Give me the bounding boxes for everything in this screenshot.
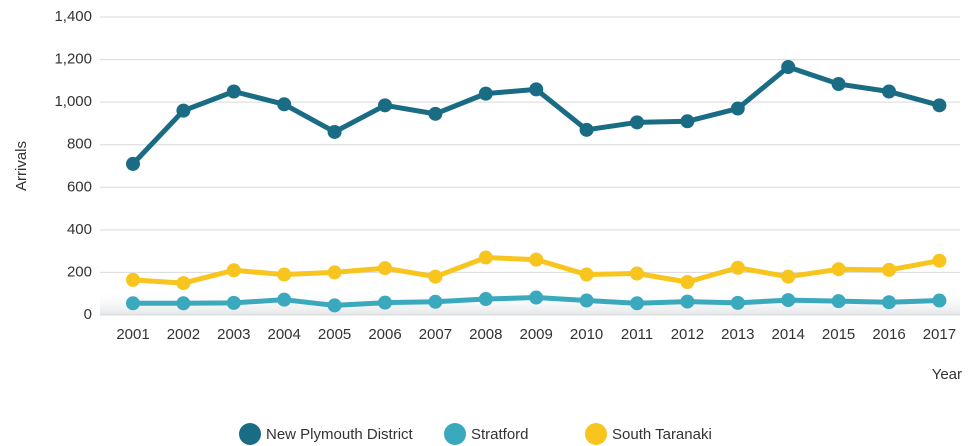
data-point — [529, 290, 544, 305]
data-point — [579, 293, 594, 308]
data-point — [126, 156, 140, 171]
x-tick-label: 2010 — [570, 326, 603, 343]
data-point — [680, 114, 695, 129]
series-line — [131, 64, 941, 166]
data-point — [579, 122, 594, 137]
x-tick-label: 2013 — [721, 326, 754, 343]
legend-label: South Taranaki — [612, 426, 712, 443]
y-tick-label: 800 — [67, 136, 92, 153]
data-point — [882, 262, 896, 277]
legend-swatch — [239, 423, 261, 445]
y-axis-label: Arrivals — [13, 141, 30, 191]
data-point — [478, 292, 493, 307]
x-tick-label: 2002 — [167, 326, 200, 343]
legend-swatch — [585, 423, 607, 445]
data-point — [932, 293, 947, 308]
data-point — [831, 262, 846, 277]
x-tick-label: 2005 — [318, 326, 351, 343]
data-point — [378, 295, 392, 310]
data-point — [781, 60, 796, 75]
data-point — [226, 263, 241, 278]
data-point — [630, 115, 644, 130]
data-point — [831, 77, 846, 92]
data-point — [428, 294, 443, 309]
data-point — [831, 294, 846, 309]
y-tick-label: 1,000 — [54, 93, 92, 110]
data-point — [882, 295, 896, 310]
data-point — [680, 294, 695, 309]
data-point — [226, 84, 241, 99]
data-point — [932, 98, 947, 113]
x-tick-label: 2015 — [822, 326, 855, 343]
x-tick-label: 2016 — [872, 326, 905, 343]
x-tick-label: 2012 — [671, 326, 704, 343]
data-point — [478, 250, 493, 265]
data-point — [680, 275, 695, 290]
data-point — [529, 82, 544, 97]
data-point — [226, 295, 241, 310]
data-point — [378, 98, 392, 113]
data-point — [781, 293, 796, 308]
x-tick-label: 2004 — [268, 326, 301, 343]
data-point — [781, 269, 796, 284]
legend-label: New Plymouth District — [266, 426, 414, 443]
y-tick-label: 200 — [67, 263, 92, 280]
data-point — [277, 292, 292, 307]
y-tick-label: 1,400 — [54, 8, 92, 25]
x-tick-label: 2006 — [368, 326, 401, 343]
y-tick-label: 400 — [67, 221, 92, 238]
y-tick-label: 600 — [67, 178, 92, 195]
data-point — [730, 101, 745, 116]
data-point — [932, 253, 947, 268]
data-point — [277, 97, 292, 112]
x-tick-label: 2014 — [772, 326, 805, 343]
data-point — [730, 295, 745, 310]
data-point — [529, 252, 544, 267]
data-point — [327, 265, 342, 280]
data-point — [478, 86, 493, 101]
data-point — [428, 106, 443, 121]
x-tick-label: 2009 — [520, 326, 553, 343]
x-tick-label: 2017 — [923, 326, 956, 343]
x-tick-label: 2007 — [419, 326, 452, 343]
data-point — [730, 260, 745, 275]
data-point — [327, 298, 342, 313]
legend-swatch — [444, 423, 466, 445]
y-tick-label: 1,200 — [54, 51, 92, 68]
y-tick-label: 0 — [84, 306, 92, 323]
data-point — [882, 84, 896, 99]
x-tick-label: 2008 — [469, 326, 502, 343]
x-axis-label: Year — [932, 366, 962, 383]
data-point — [176, 103, 191, 118]
data-point — [630, 296, 644, 311]
data-point — [277, 267, 292, 282]
x-tick-label: 2003 — [217, 326, 250, 343]
data-point — [126, 296, 140, 311]
data-point — [428, 269, 443, 284]
data-point — [579, 267, 594, 282]
data-point — [630, 266, 644, 281]
data-point — [176, 276, 191, 291]
x-tick-label: 2001 — [116, 326, 149, 343]
data-point — [176, 296, 191, 311]
legend-label: Stratford — [471, 426, 529, 443]
data-point — [126, 272, 140, 287]
data-point — [378, 261, 392, 276]
data-point — [327, 124, 342, 139]
x-tick-label: 2011 — [621, 326, 653, 343]
